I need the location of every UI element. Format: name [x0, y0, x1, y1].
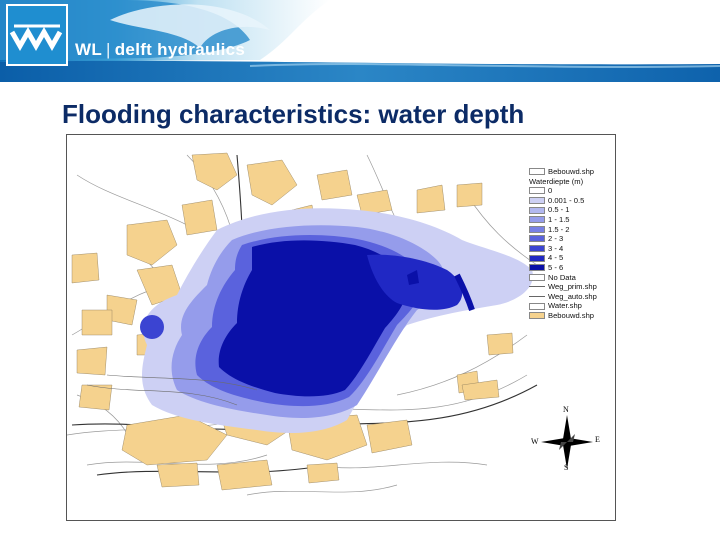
legend-swatch [529, 168, 545, 176]
legend-row-depth-class: No Data [529, 273, 613, 283]
legend-title: Waterdiepte (m) [529, 176, 584, 186]
legend-label: 1.5 - 2 [548, 224, 570, 234]
legend-row-depth-class: 2 - 3 [529, 234, 613, 244]
legend-label: 1 - 1.5 [548, 214, 570, 224]
legend-label: 0.001 - 0.5 [548, 195, 585, 205]
compass-north-label: N [563, 405, 569, 414]
legend-swatch [529, 254, 545, 262]
flood-extent [140, 208, 533, 433]
logo-emblem [6, 4, 68, 66]
waterways [86, 374, 258, 406]
legend-label: 5 - 6 [548, 262, 564, 272]
flood-east-pocket [407, 270, 419, 285]
legend-row-depth-class: 1.5 - 2 [529, 225, 613, 235]
legend-label: Water.shp [548, 301, 582, 311]
legend-swatch [529, 206, 545, 214]
legend-row-depth-class: 3 - 4 [529, 244, 613, 254]
legend-row-roads-primary: Weg_prim.shp [529, 282, 613, 292]
legend-swatch [529, 302, 545, 310]
built-up-areas [71, 152, 514, 491]
flood-zone-3-6 [218, 240, 408, 397]
legend-swatch [529, 235, 545, 243]
legend-swatch [529, 225, 545, 233]
compass-south-label: S [564, 463, 569, 472]
legend-line-swatch [529, 293, 545, 300]
legend-label: No Data [548, 272, 576, 282]
legend-row-depth-class: 1 - 1.5 [529, 215, 613, 225]
legend-line-swatch [529, 283, 545, 290]
legend-label: Bebouwd.shp [548, 310, 595, 320]
map-canvas [67, 152, 538, 496]
legend-row-buildings-layer: Bebouwd.shp [529, 167, 613, 177]
map-legend: Bebouwd.shp Waterdiepte (m) 0 0.001 - 0.5… [529, 167, 613, 321]
legend-swatch [529, 197, 545, 205]
legend-row-depth-class: 0.001 - 0.5 [529, 196, 613, 206]
legend-row-depth-class: 0.5 - 1 [529, 205, 613, 215]
flood-west-pocket [140, 315, 164, 339]
legend-row-water: Water.shp [529, 301, 613, 311]
slide-title: Flooding characteristics: water depth [62, 99, 525, 129]
flood-east-channel [454, 273, 475, 311]
legend-swatch [529, 264, 545, 272]
compass-east-label: E [595, 435, 600, 444]
wave-logo-icon [9, 24, 63, 52]
north-arrow-compass-icon [541, 415, 593, 469]
legend-label: 0.5 - 1 [548, 205, 570, 215]
legend-swatch [529, 216, 545, 224]
legend-label: Weg_auto.shp [548, 291, 597, 301]
legend-swatch [529, 245, 545, 253]
legend-label: 3 - 4 [548, 243, 564, 253]
legend-label: Bebouwd.shp [548, 167, 595, 176]
legend-row-buildings: Bebouwd.shp [529, 311, 613, 321]
header-banner: WL | delft hydraulics [0, 0, 720, 82]
legend-label: 4 - 5 [548, 253, 564, 263]
legend-row-depth-class: 0 [529, 186, 613, 196]
legend-row-depth-class: 5 - 6 [529, 263, 613, 273]
legend-swatch [529, 312, 545, 320]
logo-name: delft hydraulics [114, 40, 246, 59]
compass-west-label: W [531, 437, 539, 446]
company-logo-text: WL | delft hydraulics [75, 40, 245, 60]
logo-prefix: WL [75, 40, 103, 59]
flood-depth-map: N E S W [66, 134, 616, 521]
legend-swatch [529, 187, 545, 195]
logo-separator: | [106, 40, 111, 59]
legend-label: 0 [548, 186, 553, 196]
legend-depth-title: Waterdiepte (m) [529, 177, 613, 187]
legend-label: 2 - 3 [548, 234, 564, 244]
legend-swatch [529, 273, 545, 281]
legend-row-depth-class: 4 - 5 [529, 253, 613, 263]
legend-label: Weg_prim.shp [548, 282, 597, 292]
legend-row-roads-auto: Weg_auto.shp [529, 292, 613, 302]
